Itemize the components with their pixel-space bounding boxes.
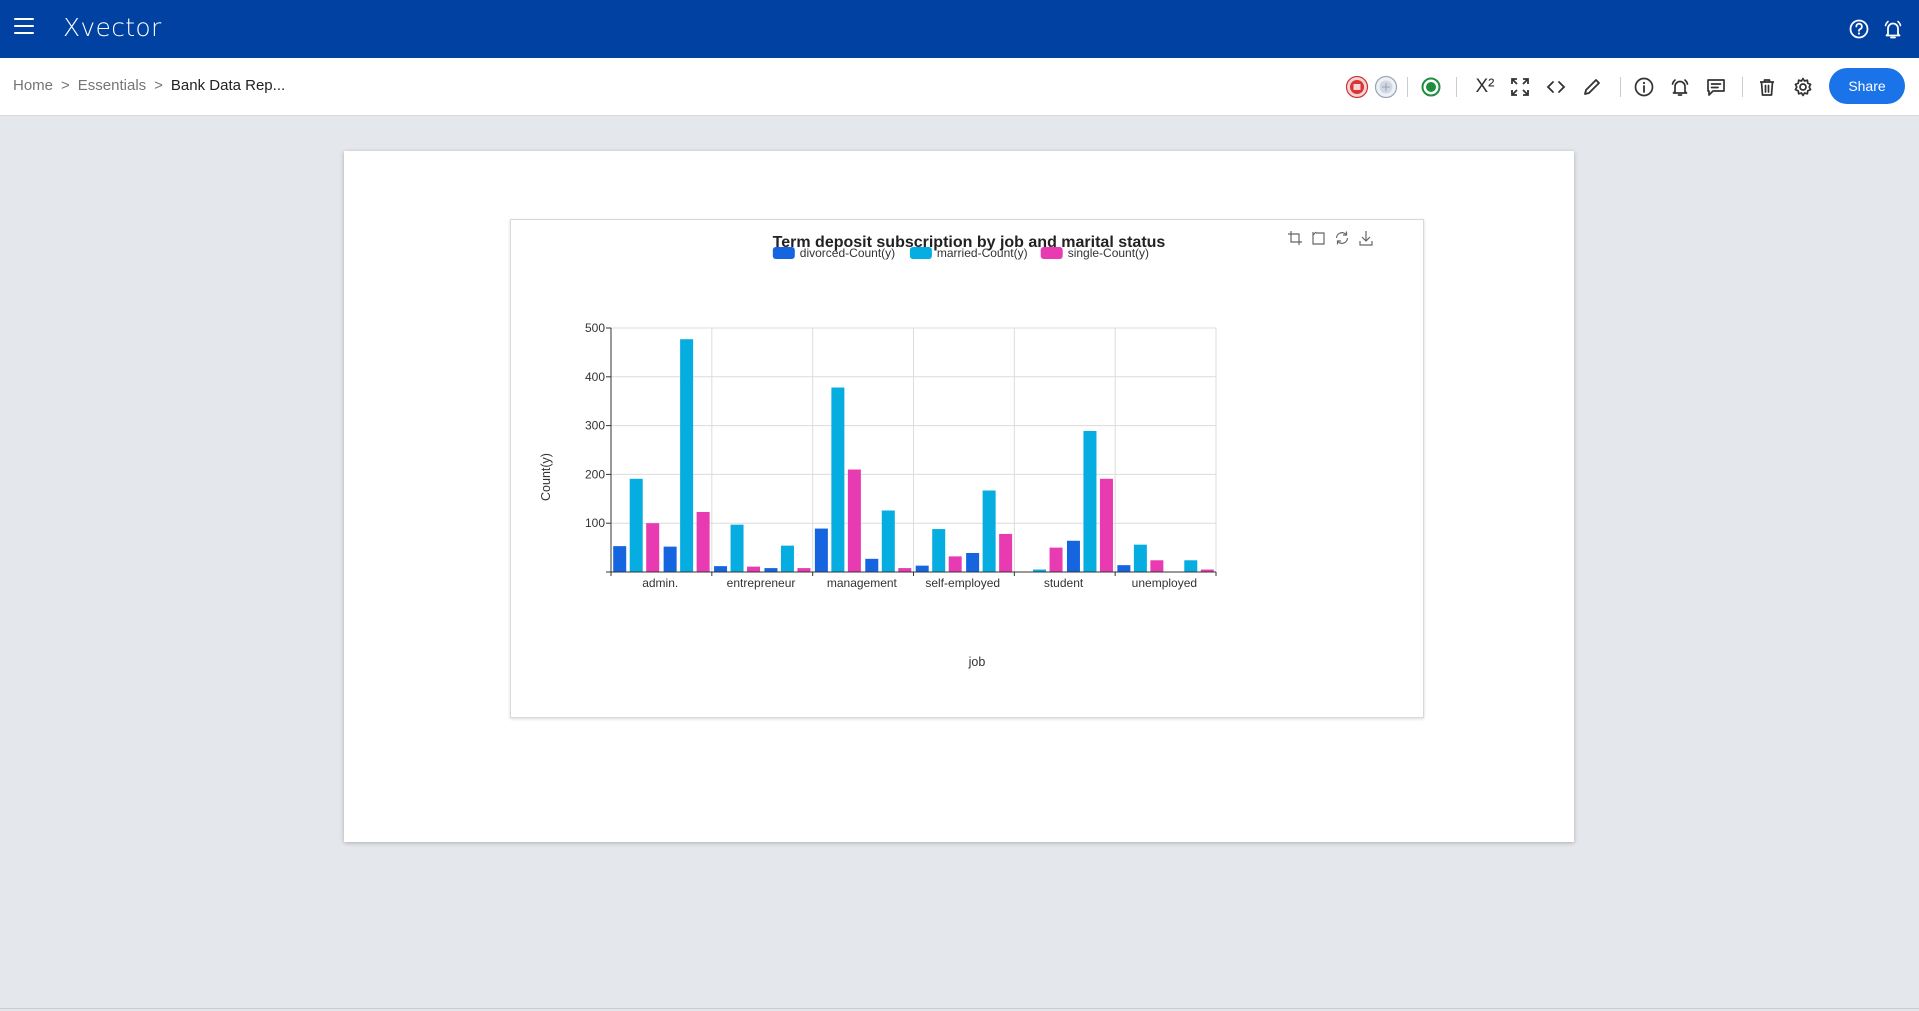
edit-pencil-icon[interactable] <box>1578 73 1606 101</box>
settings-gear-icon[interactable] <box>1789 73 1817 101</box>
bar-housemaid-single-Count(y)[interactable] <box>797 568 811 572</box>
y-tick-label: 200 <box>585 467 605 481</box>
bar-technician-divorced-Count(y)[interactable] <box>1066 540 1080 572</box>
x-axis-label: job <box>968 655 986 669</box>
menu-icon[interactable] <box>14 18 34 38</box>
bar-admin.-married-Count(y)[interactable] <box>629 478 643 572</box>
window-bottom-border <box>0 1008 1919 1009</box>
x-tick-label: entrepreneur <box>727 576 796 590</box>
bar-management-divorced-Count(y)[interactable] <box>814 528 828 572</box>
share-button[interactable]: Share <box>1829 68 1905 104</box>
app-logo[interactable]: Xvector <box>63 13 162 42</box>
toolbar-divider <box>1456 77 1457 97</box>
info-icon[interactable] <box>1630 73 1658 101</box>
toolbar-divider <box>1742 77 1743 97</box>
bar-unknown-single-Count(y)[interactable] <box>1200 569 1214 572</box>
bar-student-married-Count(y)[interactable] <box>1033 569 1047 572</box>
x-tick-label: student <box>1044 576 1084 590</box>
breadcrumb-home[interactable]: Home <box>13 77 54 94</box>
bar-unemployed-divorced-Count(y)[interactable] <box>1117 565 1131 572</box>
code-icon[interactable] <box>1542 73 1570 101</box>
alert-bell-icon[interactable] <box>1666 73 1694 101</box>
breadcrumb-bar: Home > Essentials > Bank Data Rep... X² <box>0 58 1919 116</box>
bar-admin.-divorced-Count(y)[interactable] <box>613 546 627 572</box>
download-icon[interactable] <box>1357 229 1375 247</box>
bar-management-single-Count(y)[interactable] <box>847 469 861 572</box>
chart-title: Term deposit subscription by job and mar… <box>773 234 1166 251</box>
legend-swatch[interactable] <box>909 247 932 259</box>
bar-self-employed-divorced-Count(y)[interactable] <box>915 565 929 572</box>
x-tick-label: admin. <box>642 576 678 590</box>
bar-self-employed-married-Count(y)[interactable] <box>932 529 946 572</box>
x-tick-label: self-employed <box>925 576 1000 590</box>
top-app-bar: Xvector <box>0 0 1919 58</box>
legend-label[interactable]: married-Count(y) <box>937 246 1028 260</box>
bar-blue-collar-divorced-Count(y)[interactable] <box>663 546 677 572</box>
bar-admin.-single-Count(y)[interactable] <box>646 523 660 572</box>
bar-housemaid-married-Count(y)[interactable] <box>780 545 794 572</box>
fullscreen-icon[interactable] <box>1506 73 1534 101</box>
delete-trash-icon[interactable] <box>1753 73 1781 101</box>
y-tick-label: 300 <box>585 419 605 433</box>
toolbar-divider <box>1407 77 1408 97</box>
y-tick-label: 100 <box>585 516 605 530</box>
bar-services-married-Count(y)[interactable] <box>982 490 996 572</box>
legend-label[interactable]: divorced-Count(y) <box>800 246 895 260</box>
bar-blue-collar-single-Count(y)[interactable] <box>696 511 710 572</box>
refresh-icon[interactable] <box>1333 229 1351 247</box>
zoom-reset-icon[interactable] <box>1309 229 1327 247</box>
legend-swatch[interactable] <box>772 247 795 259</box>
bar-retired-divorced-Count(y)[interactable] <box>865 558 879 572</box>
bar-technician-single-Count(y)[interactable] <box>1099 478 1113 572</box>
bar-self-employed-single-Count(y)[interactable] <box>948 556 962 572</box>
toolbar-divider <box>1620 77 1621 97</box>
x-tick-label: management <box>827 576 898 590</box>
breadcrumb-current-page: Bank Data Rep... <box>170 77 286 94</box>
bar-housemaid-divorced-Count(y)[interactable] <box>764 568 778 572</box>
breadcrumb-separator: > <box>154 77 163 94</box>
bar-unemployed-single-Count(y)[interactable] <box>1150 560 1164 572</box>
y-tick-label: 500 <box>585 321 605 335</box>
user-avatar-icon[interactable] <box>1372 73 1400 101</box>
bar-services-divorced-Count(y)[interactable] <box>966 552 980 572</box>
bar-management-married-Count(y)[interactable] <box>831 387 845 572</box>
bar-entrepreneur-divorced-Count(y)[interactable] <box>714 566 728 572</box>
breadcrumb-essentials[interactable]: Essentials <box>77 77 147 94</box>
notification-bell-icon[interactable] <box>1880 16 1906 42</box>
help-icon[interactable] <box>1846 16 1872 42</box>
bar-retired-single-Count(y)[interactable] <box>898 568 912 572</box>
comment-icon[interactable] <box>1702 73 1730 101</box>
user-avatar-icon[interactable] <box>1343 73 1371 101</box>
bar-blue-collar-married-Count(y)[interactable] <box>680 339 694 572</box>
chart-card: 100 200 300 400 500 admin. entrepreneur managem… <box>510 219 1424 718</box>
y-tick-label: 400 <box>585 370 605 384</box>
breadcrumb-separator: > <box>61 77 70 94</box>
legend-label[interactable]: single-Count(y) <box>1068 246 1149 260</box>
legend-swatch[interactable] <box>1040 247 1063 259</box>
x-tick-label: unemployed <box>1132 576 1197 590</box>
zoom-select-icon[interactable] <box>1286 229 1304 247</box>
superscript-icon[interactable]: X² <box>1475 76 1495 97</box>
breadcrumb: Home > Essentials > Bank Data Rep... <box>13 77 285 94</box>
y-axis-label: Count(y) <box>539 453 553 501</box>
chart: 100 200 300 400 500 admin. entrepreneur managem… <box>539 234 1217 669</box>
bar-technician-married-Count(y)[interactable] <box>1083 430 1097 572</box>
live-status-icon[interactable] <box>1417 73 1445 101</box>
bar-student-single-Count(y)[interactable] <box>1049 547 1063 572</box>
bar-unemployed-married-Count(y)[interactable] <box>1133 544 1147 572</box>
bar-services-single-Count(y)[interactable] <box>999 533 1013 572</box>
bar-entrepreneur-single-Count(y)[interactable] <box>747 566 761 572</box>
bar-unknown-married-Count(y)[interactable] <box>1184 560 1198 572</box>
bar-retired-married-Count(y)[interactable] <box>881 510 895 572</box>
bar-entrepreneur-married-Count(y)[interactable] <box>730 524 744 572</box>
